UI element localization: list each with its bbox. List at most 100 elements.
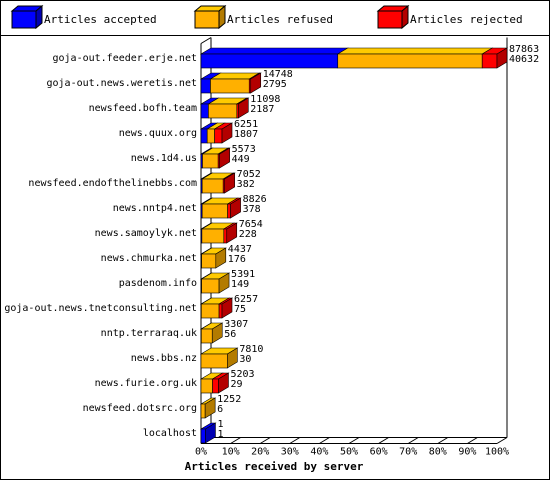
legend-label: Articles accepted bbox=[44, 13, 157, 26]
accepted-label: 40632 bbox=[509, 54, 539, 65]
accepted-label: 2187 bbox=[250, 104, 274, 115]
legend-swatch bbox=[377, 10, 403, 29]
x-tick bbox=[259, 437, 271, 444]
bar bbox=[223, 228, 228, 244]
y-tick-label: localhost bbox=[143, 428, 197, 439]
x-axis-title: Articles received by server bbox=[185, 460, 364, 473]
offered-label: 11098 bbox=[250, 94, 280, 105]
x-tick-label: 60% bbox=[370, 447, 388, 458]
bar-side bbox=[218, 272, 230, 294]
y-tick-label: news.furie.org.uk bbox=[95, 378, 197, 389]
x-tick bbox=[437, 437, 449, 444]
x-tick bbox=[407, 437, 419, 444]
accepted-label: 2795 bbox=[263, 79, 287, 90]
offered-label: 8826 bbox=[243, 194, 267, 205]
y-tick-label: news.1d4.us bbox=[131, 153, 197, 164]
bar bbox=[200, 378, 213, 394]
bar-side bbox=[221, 297, 233, 319]
y-tick-label: pasdenom.info bbox=[119, 278, 197, 289]
bar bbox=[481, 53, 498, 69]
bar-side bbox=[237, 97, 249, 119]
x-tick bbox=[496, 437, 508, 444]
offered-label: 5203 bbox=[230, 369, 254, 380]
bar bbox=[206, 128, 215, 144]
x-tick bbox=[467, 437, 478, 444]
bar bbox=[201, 203, 228, 219]
y-tick-label: news.bbs.nz bbox=[131, 353, 197, 364]
axis-wall-top bbox=[200, 37, 212, 44]
bar-side bbox=[211, 322, 223, 344]
x-tick bbox=[378, 437, 389, 444]
offered-label: 7810 bbox=[239, 344, 263, 355]
accepted-label: 6 bbox=[217, 404, 223, 415]
bar-side bbox=[215, 247, 227, 269]
offered-label: 3307 bbox=[224, 319, 248, 330]
offered-label: 1252 bbox=[217, 394, 241, 405]
offered-label: 4437 bbox=[228, 244, 252, 255]
bar bbox=[200, 78, 211, 94]
accepted-label: 1807 bbox=[234, 129, 258, 140]
accepted-label: 30 bbox=[239, 354, 251, 365]
bar-side bbox=[496, 47, 508, 69]
bar-side bbox=[205, 422, 216, 444]
y-tick-label: goja-out.feeder.erje.net bbox=[53, 53, 198, 64]
accepted-label: 378 bbox=[243, 204, 261, 215]
bar bbox=[200, 328, 213, 344]
bar-side bbox=[226, 222, 238, 244]
bar bbox=[227, 203, 231, 219]
y-tick-label: news.chmurka.net bbox=[101, 253, 197, 264]
legend-label: Articles rejected bbox=[410, 13, 523, 26]
bar-side bbox=[230, 197, 241, 219]
offered-label: 87863 bbox=[509, 44, 539, 55]
offered-label: 5573 bbox=[232, 144, 256, 155]
bar-side bbox=[224, 172, 235, 194]
accepted-label: 149 bbox=[231, 279, 249, 290]
y-tick-label: goja-out.news.weretis.net bbox=[46, 78, 197, 89]
offered-label: 7052 bbox=[237, 169, 261, 180]
bar-side bbox=[219, 147, 230, 169]
x-tick-label: 30% bbox=[281, 447, 299, 458]
bar-top bbox=[336, 47, 494, 55]
offered-label: 5391 bbox=[231, 269, 255, 280]
bar bbox=[201, 228, 225, 244]
offered-label: 1 bbox=[217, 419, 223, 430]
x-tick bbox=[289, 437, 301, 444]
x-tick bbox=[348, 437, 360, 444]
bar bbox=[200, 128, 208, 144]
bar bbox=[201, 278, 220, 294]
x-tick-label: 50% bbox=[340, 447, 358, 458]
y-tick-label: news.quux.org bbox=[119, 128, 197, 139]
bar bbox=[201, 178, 224, 194]
y-tick-label: newsfeed.dotsrc.org bbox=[83, 403, 197, 414]
bar bbox=[200, 403, 206, 419]
accepted-label: 382 bbox=[237, 179, 255, 190]
x-tick-label: 40% bbox=[310, 447, 328, 458]
offered-label: 14748 bbox=[263, 69, 293, 80]
bar bbox=[200, 353, 228, 369]
x-tick-label: 80% bbox=[429, 447, 447, 458]
x-tick-label: 70% bbox=[399, 447, 417, 458]
offered-label: 6251 bbox=[234, 119, 258, 130]
accepted-label: 176 bbox=[228, 254, 246, 265]
bar bbox=[201, 253, 217, 269]
accepted-label: 56 bbox=[224, 329, 236, 340]
x-tick-label: 100% bbox=[485, 447, 509, 458]
x-tick bbox=[319, 437, 330, 444]
bar bbox=[202, 153, 219, 169]
y-tick-label: newsfeed.endofthelinebbs.com bbox=[28, 178, 197, 189]
bar-side bbox=[221, 122, 233, 144]
bar bbox=[200, 303, 220, 319]
accepted-label: 29 bbox=[230, 379, 242, 390]
offered-label: 7654 bbox=[239, 219, 263, 230]
legend-swatch bbox=[194, 10, 220, 29]
y-tick-label: news.samoylyk.net bbox=[95, 228, 197, 239]
bar bbox=[212, 378, 219, 394]
x-tick-label: 90% bbox=[458, 447, 476, 458]
offered-label: 6257 bbox=[234, 294, 258, 305]
legend-swatch bbox=[11, 10, 37, 29]
bar-top bbox=[199, 47, 349, 55]
y-tick-label: newsfeed.bofh.team bbox=[89, 103, 197, 114]
bar-side bbox=[250, 72, 262, 94]
bar bbox=[200, 103, 209, 119]
